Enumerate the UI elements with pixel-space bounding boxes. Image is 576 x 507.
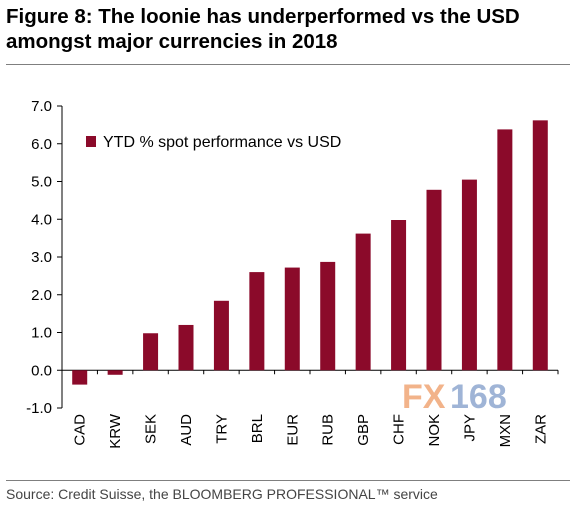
bar-mxn [497,129,513,371]
bar-zar [532,120,548,371]
y-tick-label: 2.0 [31,287,52,304]
y-tick-label: 6.0 [31,136,52,153]
bar-eur [284,267,300,371]
y-tick-label: 5.0 [31,174,52,191]
category-label-rub: RUB [320,414,337,446]
legend-swatch [86,136,96,147]
y-tick-label: 1.0 [31,325,52,342]
category-label-jpy: JPY [461,414,478,442]
bar-rub [320,261,336,371]
footer-divider [6,480,570,481]
bar-jpy [461,179,477,371]
title-divider [6,64,570,65]
bar-cad [72,370,88,385]
watermark-168: 168 [450,378,507,416]
bar-brl [249,272,265,371]
category-labels: CAD KRW SEK AUD TRY BRL EUR RUB GBP CHF NOK JPY MXN Z… [72,413,550,449]
bar-gbp [355,233,371,371]
y-tick-label: 3.0 [31,249,52,266]
category-label-eur: EUR [284,414,301,446]
y-tick-label: 0.0 [31,362,52,379]
watermark-logo: FX 168 [402,378,507,416]
chart-legend: YTD % spot performance vs USD [86,134,341,151]
y-tick-label: -1.0 [26,400,52,417]
category-label-aud: AUD [178,414,195,446]
category-label-sek: SEK [143,414,160,444]
bar-aud [178,324,194,371]
bar-krw [107,370,123,375]
y-tick-label: 7.0 [31,98,52,115]
category-label-mxn: MXN [497,414,514,447]
category-label-cad: CAD [72,414,89,446]
category-label-krw: KRW [107,413,124,449]
source-note: Source: Credit Suisse, the BLOOMBERG PRO… [6,486,438,502]
category-label-brl: BRL [249,414,266,443]
bar-nok [426,189,442,371]
bar-chart: 7.0 6.0 5.0 4.0 3.0 2.0 1.0 0.0 -1.0 CAD KRW SEK AU… [26,98,559,449]
bar-sek [143,333,159,371]
bar-try [213,300,229,371]
category-label-zar: ZAR [532,414,549,444]
bar-chf [391,220,407,371]
category-label-try: TRY [213,414,230,444]
chart-title: Figure 8: The loonie has underperformed … [6,5,520,53]
y-tick-label: 4.0 [31,211,52,228]
category-label-chf: CHF [391,414,408,445]
bars-group [72,120,548,385]
watermark-fx: FX [402,378,446,416]
legend-label: YTD % spot performance vs USD [103,134,341,151]
category-label-gbp: GBP [355,414,372,446]
category-label-nok: NOK [426,414,443,447]
